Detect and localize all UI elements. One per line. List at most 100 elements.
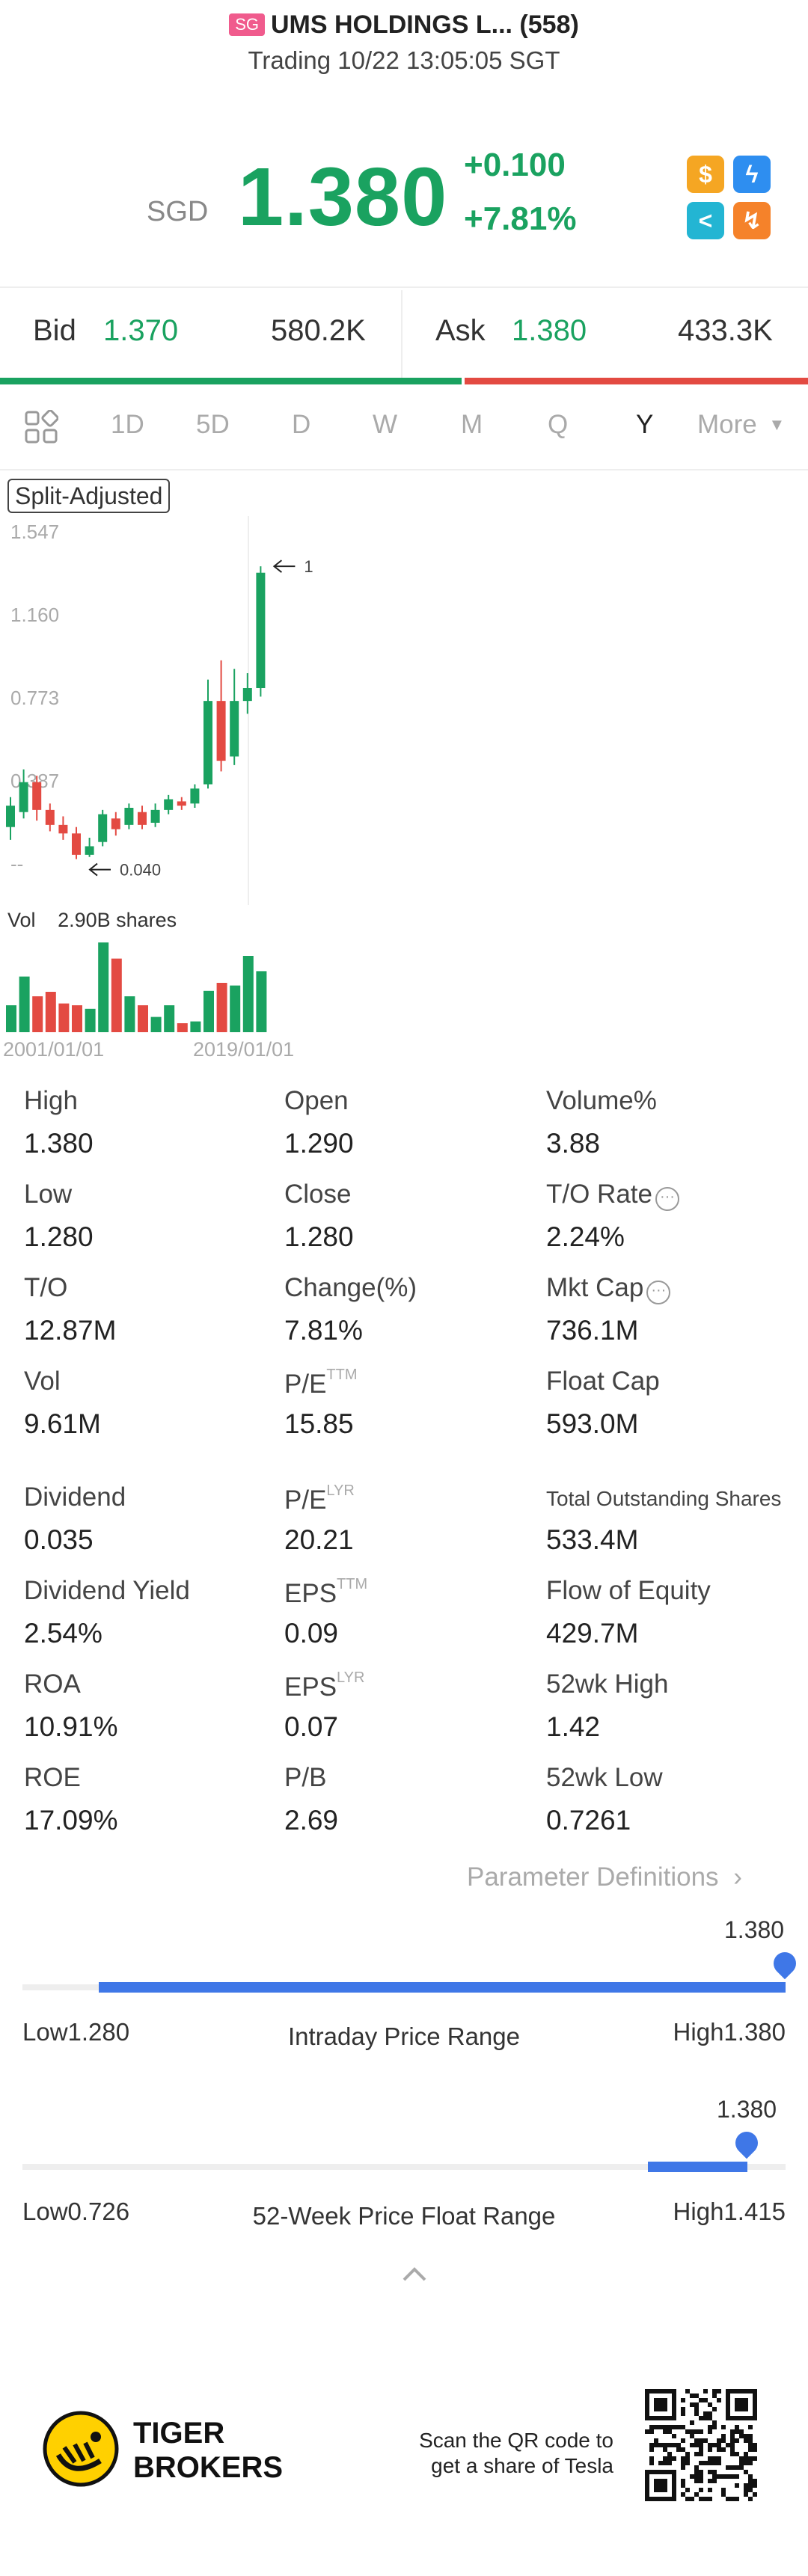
stat-value-t-o: 12.87M <box>24 1315 117 1346</box>
qr-module <box>708 2470 712 2474</box>
qr-module <box>708 2497 712 2501</box>
stat-value-eps-ttm: 0.09 <box>284 1618 339 1649</box>
52-week-high: High1.415 <box>673 2198 786 2225</box>
chart-layout-icon[interactable] <box>24 409 59 448</box>
dollar-icon[interactable]: $ <box>687 156 724 193</box>
candle-body <box>6 806 15 827</box>
tab-more[interactable]: More ▼ <box>697 410 785 440</box>
qr-module <box>681 2411 685 2416</box>
qr-module <box>694 2411 699 2416</box>
qr-module <box>699 2474 703 2479</box>
tab-1d[interactable]: 1D <box>111 410 144 439</box>
tab-w[interactable]: W <box>373 410 398 439</box>
stat-label-text: Dividend <box>24 1482 126 1512</box>
qr-module <box>735 2465 739 2470</box>
qr-module <box>748 2425 753 2429</box>
stat-label-text: Dividend Yield <box>24 1576 190 1605</box>
stat-label-superscript: TTM <box>326 1367 358 1383</box>
qr-module <box>712 2420 717 2425</box>
qr-module <box>658 2461 663 2465</box>
qr-module <box>726 2497 730 2501</box>
volume-bar <box>32 996 43 1032</box>
tab-d[interactable]: D <box>292 410 311 439</box>
tab-5d[interactable]: 5D <box>196 410 230 439</box>
qr-module <box>735 2425 739 2429</box>
tab-q[interactable]: Q <box>548 410 569 439</box>
qr-module <box>699 2470 703 2474</box>
volume-bar <box>124 996 135 1032</box>
flash-icon[interactable]: ϟ <box>733 156 771 193</box>
candle-body <box>150 809 160 823</box>
qr-module <box>735 2429 739 2434</box>
qr-module <box>744 2456 748 2461</box>
stat-value-52wk-high: 1.42 <box>546 1711 601 1742</box>
qr-module <box>703 2497 708 2501</box>
stock-title: SG UMS HOLDINGS L... (558) <box>0 10 808 40</box>
candle-body <box>242 688 252 702</box>
candle-body <box>32 782 42 810</box>
stock-name: UMS HOLDINGS L... (558) <box>270 10 579 39</box>
qr-module <box>730 2452 735 2456</box>
qr-module <box>672 2434 676 2438</box>
qr-module <box>663 2429 667 2434</box>
qr-module <box>748 2447 753 2452</box>
qr-module <box>667 2456 672 2461</box>
stat-value-flow-of-equity: 429.7M <box>546 1618 639 1649</box>
stat-value-roa: 10.91% <box>24 1711 118 1742</box>
qr-module <box>649 2456 654 2461</box>
intraday-low: Low1.280 <box>22 2018 130 2046</box>
stat-label-float-cap: Float Cap <box>546 1367 660 1396</box>
qr-module <box>658 2443 663 2447</box>
trend-icon[interactable]: ↯ <box>733 202 771 239</box>
52-week-current: 1.380 <box>717 2096 777 2123</box>
qr-module <box>654 2398 667 2411</box>
x-axis-start: 2001/01/01 <box>3 1038 105 1061</box>
qr-module <box>654 2479 667 2492</box>
location-pin-icon <box>768 1947 801 1980</box>
qr-module <box>753 2483 757 2488</box>
volume-bar <box>190 1021 201 1032</box>
qr-module <box>699 2447 703 2452</box>
qr-module <box>681 2492 685 2497</box>
qr-module <box>681 2461 685 2465</box>
qr-module <box>681 2398 685 2402</box>
stat-label-text: EPS <box>284 1579 337 1608</box>
parameter-definitions-link[interactable]: Parameter Definitions › <box>467 1862 742 1892</box>
chevron-right-icon: › <box>733 1862 742 1892</box>
tiger-logo-icon <box>42 2410 120 2491</box>
share-icon[interactable]: < <box>687 202 724 239</box>
chevron-up-icon[interactable] <box>401 2265 428 2287</box>
high-annotation-label: 1.410 <box>304 557 314 576</box>
qr-module <box>717 2447 721 2452</box>
qr-module <box>694 2479 699 2483</box>
split-adjusted-toggle[interactable]: Split-Adjusted <box>7 479 171 513</box>
stat-label-t-o-rate[interactable]: T/O Rate ··· <box>546 1180 679 1211</box>
candle-body <box>203 701 212 785</box>
qr-module <box>690 2402 694 2407</box>
stat-value-p-b: 2.69 <box>284 1805 339 1836</box>
qr-module <box>753 2443 757 2447</box>
tab-m[interactable]: M <box>461 410 483 439</box>
qr-module <box>708 2416 712 2420</box>
qr-module <box>699 2452 703 2456</box>
candle-body <box>98 814 108 842</box>
stat-value-close: 1.280 <box>284 1221 354 1252</box>
brand-line-2: BROKERS <box>133 2451 284 2484</box>
stat-value-float-cap: 593.0M <box>546 1408 639 1439</box>
tab-y[interactable]: Y <box>636 410 654 439</box>
stat-label-mkt-cap[interactable]: Mkt Cap ··· <box>546 1273 671 1304</box>
qr-module <box>667 2429 672 2434</box>
qr-module <box>681 2483 685 2488</box>
stat-value-p-e-lyr: 20.21 <box>284 1524 354 1555</box>
location-pin-icon <box>730 2126 763 2159</box>
qr-module <box>699 2461 703 2465</box>
info-icon[interactable]: ··· <box>646 1281 671 1304</box>
qr-module <box>703 2416 708 2420</box>
stat-value-high: 1.380 <box>24 1128 94 1159</box>
qr-module <box>708 2456 712 2461</box>
candle-body <box>124 808 134 825</box>
qr-module <box>712 2443 717 2447</box>
qr-module <box>654 2438 658 2443</box>
info-icon[interactable]: ··· <box>655 1187 679 1211</box>
